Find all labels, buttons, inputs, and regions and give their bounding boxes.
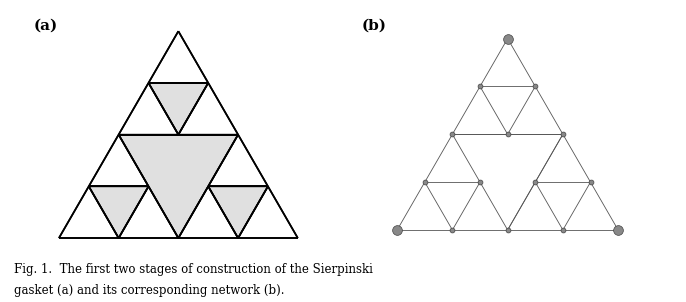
Text: Fig. 1.  The first two stages of construction of the Sierpinski: Fig. 1. The first two stages of construc… <box>14 263 372 276</box>
Text: (b): (b) <box>362 19 387 33</box>
Polygon shape <box>148 83 209 135</box>
Text: gasket (a) and its corresponding network (b).: gasket (a) and its corresponding network… <box>14 284 284 297</box>
Polygon shape <box>119 135 238 238</box>
Text: (a): (a) <box>34 19 58 33</box>
Polygon shape <box>88 186 148 238</box>
Polygon shape <box>209 186 268 238</box>
